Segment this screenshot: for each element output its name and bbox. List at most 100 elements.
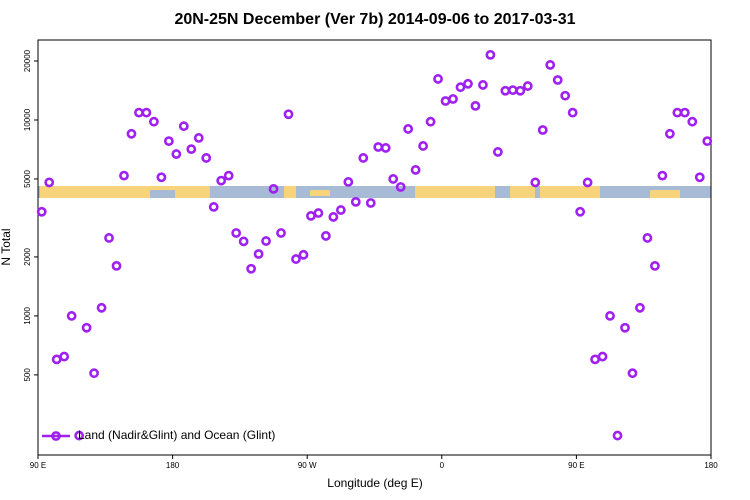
point xyxy=(635,302,645,313)
point xyxy=(620,322,630,333)
point xyxy=(201,153,212,163)
point xyxy=(320,231,331,241)
point xyxy=(104,233,114,243)
point xyxy=(283,109,294,120)
point xyxy=(306,210,316,221)
y-tick-label: 500 xyxy=(23,368,32,382)
point xyxy=(36,206,47,217)
point xyxy=(238,236,249,247)
point xyxy=(657,170,668,181)
point xyxy=(470,100,481,111)
ocean-band xyxy=(150,190,175,198)
point xyxy=(171,149,182,159)
point xyxy=(149,116,159,127)
point xyxy=(231,228,242,238)
y-axis-label: N Total xyxy=(0,228,13,265)
land-band xyxy=(415,186,495,198)
x-tick-label: 90 E xyxy=(30,461,46,470)
point xyxy=(261,236,271,246)
point xyxy=(119,170,129,181)
point xyxy=(455,82,466,93)
legend-label: Land (Nadir&Glint) and Ocean (Glint) xyxy=(78,428,275,442)
point xyxy=(545,60,556,70)
point xyxy=(687,116,698,127)
land-band xyxy=(650,190,680,198)
point xyxy=(178,121,189,132)
point xyxy=(463,78,473,89)
legend-marker xyxy=(51,431,61,441)
y-tick-label: 5000 xyxy=(23,170,32,188)
x-tick-label: 180 xyxy=(166,461,180,470)
point xyxy=(134,107,144,118)
x-tick-label: 90 E xyxy=(568,461,584,470)
point xyxy=(395,182,406,192)
point xyxy=(96,302,107,313)
plot-frame xyxy=(37,39,712,456)
point xyxy=(313,208,324,218)
point xyxy=(515,85,526,96)
point xyxy=(575,206,586,217)
point xyxy=(418,141,429,151)
point xyxy=(126,128,137,139)
point xyxy=(44,177,55,188)
point xyxy=(597,351,608,362)
point xyxy=(612,430,623,441)
y-tick-label: 2000 xyxy=(23,247,32,265)
point xyxy=(485,49,496,60)
point xyxy=(590,354,600,365)
point xyxy=(478,80,488,90)
point xyxy=(358,153,369,163)
point xyxy=(208,202,219,212)
x-axis-label: Longitude (deg E) xyxy=(327,476,422,490)
y-tick-label: 20000 xyxy=(23,49,32,72)
point xyxy=(246,263,257,274)
point xyxy=(298,249,309,260)
point xyxy=(81,322,92,333)
point xyxy=(500,85,511,96)
x-tick-label: 0 xyxy=(440,461,445,470)
land-band xyxy=(310,190,330,196)
point xyxy=(141,107,152,118)
land-band xyxy=(284,186,296,198)
point xyxy=(380,143,391,153)
y-tick-label: 1000 xyxy=(23,306,32,324)
point xyxy=(163,136,174,147)
land-band xyxy=(510,186,535,198)
x-tick-label: 180 xyxy=(704,461,718,470)
point xyxy=(650,260,660,271)
point xyxy=(642,233,653,243)
point xyxy=(507,85,518,96)
point xyxy=(66,311,77,321)
point xyxy=(403,124,414,134)
point xyxy=(328,212,339,222)
point xyxy=(552,75,563,85)
point xyxy=(582,177,593,188)
point xyxy=(51,354,62,365)
point xyxy=(522,81,533,91)
chart-title: 20N-25N December (Ver 7b) 2014-09-06 to … xyxy=(174,11,575,28)
point xyxy=(440,96,451,106)
point xyxy=(664,128,675,139)
land-mask xyxy=(38,186,711,198)
point xyxy=(672,107,683,118)
point xyxy=(373,142,384,152)
point xyxy=(679,107,690,118)
land-band xyxy=(540,186,600,198)
point xyxy=(627,368,638,379)
point xyxy=(111,260,122,271)
point xyxy=(223,170,234,181)
land-band xyxy=(40,186,210,198)
point xyxy=(448,94,458,104)
point xyxy=(537,125,548,135)
point xyxy=(276,228,286,238)
point xyxy=(216,175,227,186)
point xyxy=(186,144,197,155)
point xyxy=(335,205,346,215)
point xyxy=(89,368,99,379)
y-tick-label: 10000 xyxy=(23,108,32,131)
point xyxy=(156,172,167,183)
point xyxy=(530,177,541,188)
x-tick-label: 90 W xyxy=(298,461,317,470)
point xyxy=(350,196,361,207)
